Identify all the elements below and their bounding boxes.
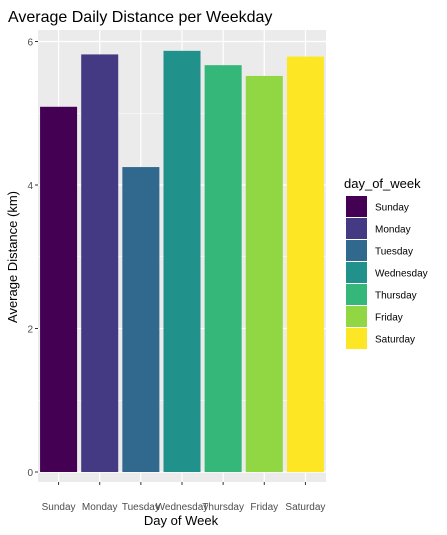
- legend-swatch-monday: [346, 218, 367, 239]
- x-tick-label: Saturday: [285, 502, 325, 513]
- legend-label: Thursday: [375, 291, 417, 302]
- bar-saturday: [286, 56, 324, 472]
- x-tick-label: Monday: [82, 502, 118, 513]
- legend-swatch-sunday: [346, 196, 367, 217]
- legend-label: Sunday: [375, 203, 409, 214]
- y-tick-label: 4: [27, 181, 33, 192]
- bar-tuesday: [122, 167, 160, 472]
- legend-swatch-wednesday: [346, 262, 367, 283]
- legend-label: Saturday: [375, 335, 415, 346]
- legend-label: Wednesday: [375, 269, 428, 280]
- bar-thursday: [204, 65, 242, 473]
- bars: [40, 50, 324, 473]
- legend-title: day_of_week: [344, 176, 421, 191]
- y-tick-label: 2: [27, 325, 33, 336]
- x-tick-label: Thursday: [202, 502, 244, 513]
- x-tick-label: Wednesday: [156, 502, 209, 513]
- x-tick-label: Friday: [250, 502, 278, 513]
- legend-swatch-friday: [346, 306, 367, 327]
- bar-wednesday: [163, 50, 201, 472]
- legend-label: Friday: [375, 313, 403, 324]
- x-tick-label: Sunday: [42, 502, 76, 513]
- legend-label: Tuesday: [375, 247, 413, 258]
- chart-title: Average Daily Distance per Weekday: [8, 9, 272, 26]
- bar-sunday: [40, 106, 78, 472]
- y-tick-label: 6: [27, 38, 33, 49]
- x-axis-title: Day of Week: [144, 513, 219, 528]
- legend-swatch-tuesday: [346, 240, 367, 261]
- y-axis-title: Average Distance (km): [5, 191, 20, 323]
- y-tick-label: 0: [27, 468, 33, 479]
- bar-friday: [245, 75, 283, 472]
- legend: day_of_week Sunday Monday Tuesday Wednesday…: [344, 176, 428, 349]
- x-tick-label: Tuesday: [122, 502, 160, 513]
- legend-swatch-thursday: [346, 284, 367, 305]
- y-axis: 0 2 4 6: [27, 38, 38, 479]
- bar-monday: [81, 54, 119, 472]
- legend-swatch-saturday: [346, 328, 367, 349]
- legend-label: Monday: [375, 225, 411, 236]
